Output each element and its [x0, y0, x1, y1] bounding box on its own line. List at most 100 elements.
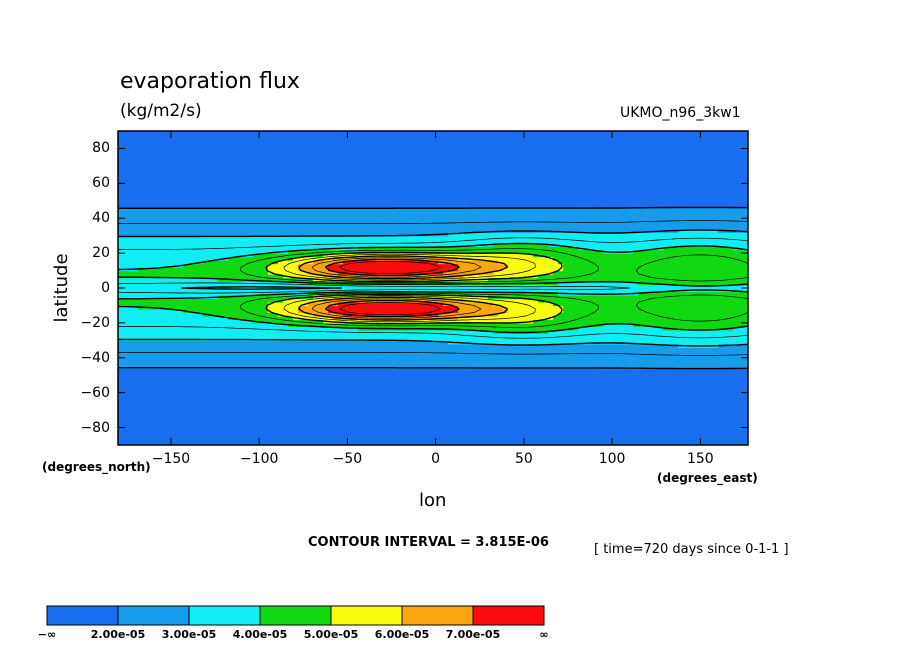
field-cell	[293, 364, 299, 369]
field-cell	[558, 417, 564, 422]
field-cell	[168, 399, 174, 404]
field-cell	[403, 329, 409, 334]
field-cell	[418, 431, 424, 436]
field-cell	[733, 382, 739, 387]
field-cell	[718, 329, 724, 334]
field-cell	[218, 357, 224, 362]
field-cell	[723, 434, 729, 439]
field-cell	[263, 340, 269, 345]
field-cell	[618, 312, 624, 317]
field-cell	[348, 392, 354, 397]
field-cell	[148, 434, 154, 439]
field-cell	[438, 396, 444, 401]
field-cell	[468, 434, 474, 439]
field-cell	[683, 417, 689, 422]
field-cell	[598, 427, 604, 432]
field-cell	[488, 347, 494, 352]
field-cell	[193, 375, 199, 380]
field-cell	[338, 347, 344, 352]
field-cell	[548, 389, 554, 394]
field-cell	[713, 441, 719, 445]
field-cell	[418, 371, 424, 376]
field-cell	[723, 354, 729, 359]
field-cell	[653, 375, 659, 380]
field-cell	[588, 441, 594, 445]
field-cell	[208, 361, 214, 366]
field-cell	[618, 364, 624, 369]
field-cell	[268, 399, 274, 404]
field-cell	[273, 382, 279, 387]
field-cell	[178, 389, 184, 394]
field-cell	[173, 399, 179, 404]
field-cell	[253, 336, 259, 341]
field-cell	[543, 403, 549, 408]
field-cell	[278, 431, 284, 436]
field-cell	[343, 361, 349, 366]
field-cell	[478, 361, 484, 366]
field-cell	[718, 438, 724, 443]
field-cell	[128, 375, 134, 380]
field-cell	[708, 420, 714, 425]
field-cell	[118, 434, 124, 439]
field-cell	[658, 378, 664, 383]
field-cell	[393, 385, 399, 390]
field-cell	[353, 343, 359, 348]
field-cell	[123, 403, 129, 408]
field-cell	[728, 350, 734, 355]
field-cell	[633, 392, 639, 397]
field-cell	[443, 347, 449, 352]
field-cell	[668, 375, 674, 380]
field-cell	[273, 343, 279, 348]
field-cell	[238, 336, 244, 341]
field-cell	[408, 417, 414, 422]
field-cell	[193, 438, 199, 443]
field-cell	[568, 431, 574, 436]
field-cell	[678, 354, 684, 359]
field-cell	[733, 308, 739, 314]
field-cell	[298, 347, 304, 352]
field-cell	[673, 431, 679, 436]
field-cell	[638, 417, 644, 422]
field-cell	[413, 329, 419, 334]
field-cell	[518, 312, 524, 317]
field-cell	[678, 357, 684, 362]
field-cell	[573, 354, 579, 359]
field-cell	[583, 378, 589, 383]
field-cell	[288, 441, 294, 445]
field-cell	[538, 385, 544, 390]
field-cell	[398, 322, 404, 327]
field-cell	[358, 364, 364, 369]
field-cell	[168, 333, 174, 338]
field-cell	[478, 399, 484, 404]
field-cell	[408, 389, 414, 394]
field-cell	[208, 431, 214, 436]
field-cell	[193, 315, 199, 320]
field-cell	[663, 333, 669, 338]
field-cell	[128, 315, 134, 320]
field-cell	[443, 427, 449, 432]
field-cell	[668, 427, 674, 432]
field-cell	[623, 322, 629, 327]
field-cell	[543, 438, 549, 443]
field-cell	[538, 434, 544, 439]
field-cell	[498, 399, 504, 404]
field-cell	[188, 420, 194, 425]
field-cell	[383, 434, 389, 439]
field-cell	[253, 347, 259, 352]
field-cell	[283, 336, 289, 341]
field-cell	[508, 326, 514, 331]
field-cell	[588, 431, 594, 436]
field-cell	[418, 434, 424, 439]
field-cell	[413, 322, 419, 327]
field-cell	[133, 424, 139, 429]
field-cell	[693, 357, 699, 362]
field-cell	[323, 431, 329, 436]
field-cell	[498, 431, 504, 436]
field-cell	[298, 375, 304, 380]
field-cell	[528, 333, 534, 338]
field-cell	[418, 410, 424, 415]
field-cell	[483, 322, 489, 327]
field-cell	[523, 305, 529, 310]
field-cell	[588, 343, 594, 348]
field-cell	[288, 319, 294, 324]
